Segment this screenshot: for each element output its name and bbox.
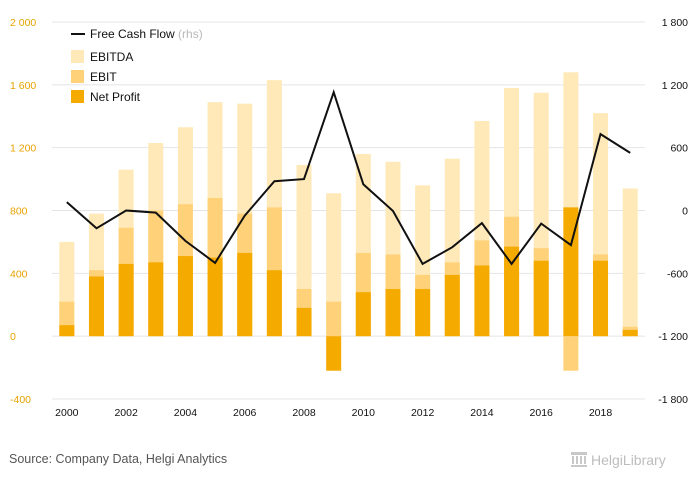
ebit-series <box>59 197 638 371</box>
ebitda-bar <box>326 193 342 337</box>
net-profit-bar <box>266 270 282 337</box>
x-tick-label: 2006 <box>233 407 257 419</box>
x-tick-label: 2018 <box>589 407 613 419</box>
net-profit-bar <box>593 260 609 337</box>
legend-label-ebitda: EBITDA <box>90 50 133 64</box>
net-profit-bar <box>296 307 312 337</box>
brand-logo: HelgiLibrary <box>571 452 666 468</box>
legend-swatch-ebitda <box>71 50 84 63</box>
ebitda-series <box>59 72 638 337</box>
y-right-tick-label: 1 200 <box>662 80 688 92</box>
y-left-tick-label: -400 <box>10 394 31 406</box>
net-profit-bar <box>533 260 549 337</box>
x-tick-label: 2012 <box>411 407 435 419</box>
x-tick-label: 2000 <box>55 407 79 419</box>
legend-swatch-ebit <box>71 70 84 83</box>
net-profit-bar <box>148 262 164 337</box>
net-profit-bar <box>207 257 223 337</box>
net-profit-series <box>59 207 638 371</box>
ebit-bar <box>326 301 342 337</box>
net-profit-bar <box>326 336 342 371</box>
x-tick-label: 2008 <box>292 407 316 419</box>
y-left-tick-label: 0 <box>10 331 16 343</box>
net-profit-bar <box>237 252 253 337</box>
net-profit-bar <box>59 325 75 337</box>
y-right-tick-label: -1 800 <box>658 394 688 406</box>
ebitda-bar <box>622 188 638 337</box>
x-tick-label: 2010 <box>352 407 376 419</box>
brand-name: HelgiLibrary <box>591 452 666 468</box>
legend-label-net-profit: Net Profit <box>90 90 141 104</box>
free-cash-flow-line <box>66 89 631 266</box>
y-left-tick-label: 1 200 <box>10 143 36 155</box>
y-left-tick-label: 2 000 <box>10 17 36 29</box>
y-left-tick-label: 400 <box>10 268 28 280</box>
ebit-bar <box>563 336 579 371</box>
net-profit-bar <box>385 289 401 337</box>
net-profit-bar <box>474 265 490 337</box>
net-profit-bar <box>563 207 579 337</box>
net-profit-bar <box>355 292 371 337</box>
x-tick-label: 2004 <box>174 407 198 419</box>
net-profit-bar <box>415 289 431 337</box>
y-left-tick-label: 1 600 <box>10 80 36 92</box>
y-right-tick-label: -600 <box>667 268 688 280</box>
net-profit-bar <box>177 256 193 337</box>
net-profit-bar <box>622 329 638 337</box>
legend-swatch-net-profit <box>71 90 84 103</box>
y-axis-right: -1 800 -1 200 -600 0 600 1 200 1 800 <box>658 17 688 406</box>
y-right-tick-label: 1 800 <box>662 17 688 29</box>
y-left-tick-label: 800 <box>10 206 28 218</box>
grid <box>52 21 645 400</box>
legend-note-rhs: (rhs) <box>178 27 203 41</box>
net-profit-bar <box>504 246 520 337</box>
x-axis: 2000 2002 2004 2006 2008 2010 2012 2014 2016 2018 <box>55 407 612 419</box>
y-axis-left: -400 0 400 800 1 200 1 600 2 000 <box>10 17 36 406</box>
library-building-icon <box>571 452 587 467</box>
legend-label-ebit: EBIT <box>90 70 117 84</box>
x-tick-label: 2016 <box>530 407 554 419</box>
x-tick-label: 2014 <box>470 407 494 419</box>
x-tick-label: 2002 <box>114 407 138 419</box>
y-right-tick-label: 600 <box>670 143 688 155</box>
source-note: Source: Company Data, Helgi Analytics <box>9 452 227 466</box>
legend: Free Cash Flow (rhs) EBITDA EBIT Net Pro… <box>71 27 203 104</box>
net-profit-bar <box>444 274 460 337</box>
y-right-tick-label: -1 200 <box>658 331 688 343</box>
net-profit-bar <box>118 263 134 337</box>
net-profit-bar <box>88 276 104 337</box>
legend-label-free-cash-flow: Free Cash Flow (rhs) <box>90 27 203 41</box>
y-right-tick-label: 0 <box>682 206 688 218</box>
